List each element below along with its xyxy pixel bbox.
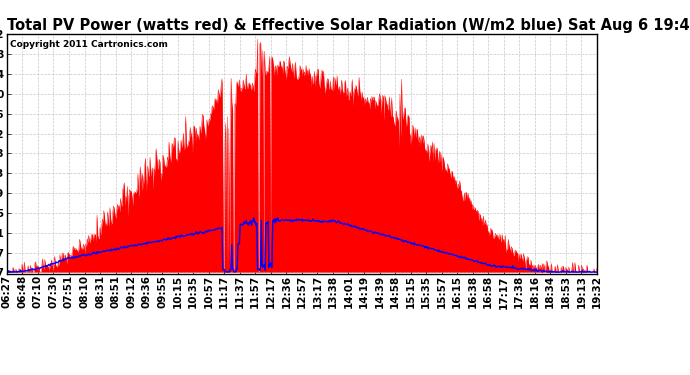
- Text: Total PV Power (watts red) & Effective Solar Radiation (W/m2 blue) Sat Aug 6 19:: Total PV Power (watts red) & Effective S…: [7, 18, 690, 33]
- Text: Copyright 2011 Cartronics.com: Copyright 2011 Cartronics.com: [10, 40, 168, 49]
